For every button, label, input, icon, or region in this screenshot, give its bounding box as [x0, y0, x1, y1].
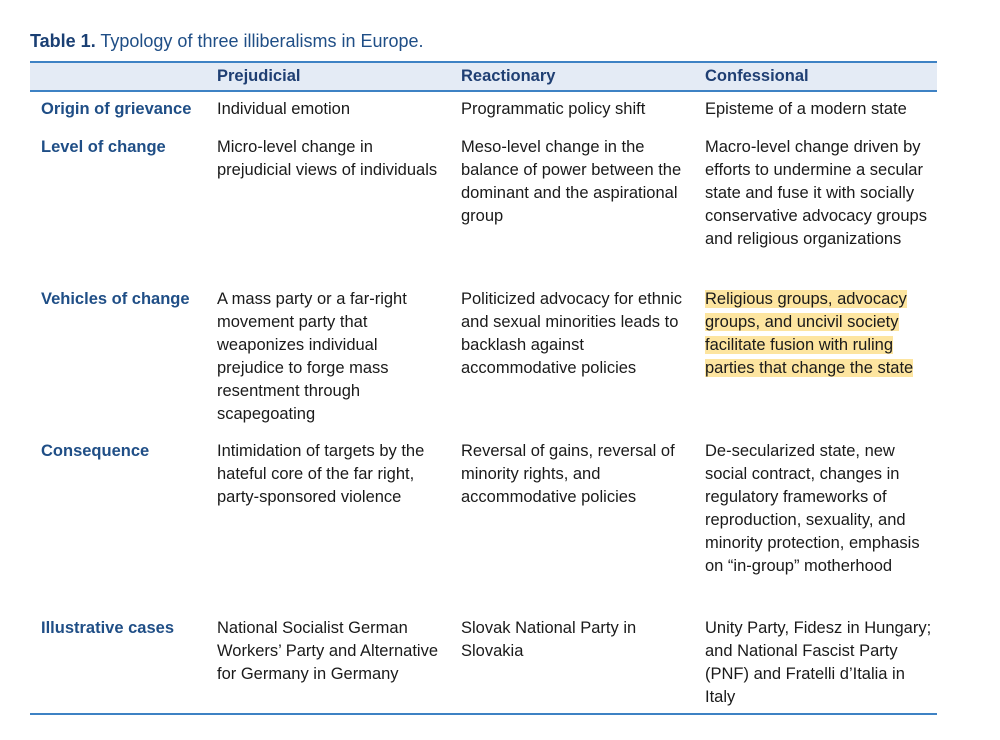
- table-bottom-rule: [30, 713, 937, 715]
- column-header-confessional: Confessional: [705, 67, 809, 85]
- row-label: Level of change: [41, 138, 166, 156]
- table-cell: Micro-level change in prejudicial views …: [217, 138, 438, 179]
- column-header-reactionary: Reactionary: [461, 67, 556, 85]
- table-cell: Intimidation of targets by the hateful c…: [217, 442, 425, 506]
- row-label: Illustrative cases: [41, 619, 174, 637]
- table-cell: Politicized advocacy for ethnic and sexu…: [461, 290, 683, 377]
- row-label: Consequence: [41, 442, 150, 460]
- row-label: Vehicles of change: [41, 290, 190, 308]
- table-cell-highlighted: Religious groups, advocacy groups, and u…: [705, 288, 933, 380]
- column-header-prejudicial: Prejudicial: [217, 67, 301, 85]
- table-cell: Macro-level change driven by efforts to …: [705, 138, 927, 248]
- table-cell: Slovak National Party in Slovakia: [461, 619, 637, 660]
- table-cell: A mass party or a far-right movement par…: [217, 290, 407, 423]
- table-cell: Episteme of a modern state: [705, 100, 907, 118]
- row-label: Origin of grievance: [41, 100, 192, 118]
- table-cell: Unity Party, Fidesz in Hungary; and Nati…: [705, 619, 932, 706]
- caption-title: Typology of three illiberalisms in Europ…: [100, 31, 424, 51]
- table-cell: Programmatic policy shift: [461, 100, 646, 118]
- table-cell: Individual emotion: [217, 100, 350, 118]
- table-cell: De-secularized state, new social contrac…: [705, 442, 920, 575]
- caption-label: Table 1.: [30, 31, 96, 51]
- highlighted-text: Religious groups, advocacy groups, and u…: [705, 290, 914, 377]
- table-cell: Meso-level change in the balance of powe…: [461, 138, 682, 225]
- table-cell: Reversal of gains, reversal of minority …: [461, 442, 675, 506]
- table-cell: National Socialist German Workers’ Party…: [217, 619, 439, 683]
- table-caption: Table 1. Typology of three illiberalisms…: [30, 31, 424, 52]
- table-header: [30, 61, 937, 92]
